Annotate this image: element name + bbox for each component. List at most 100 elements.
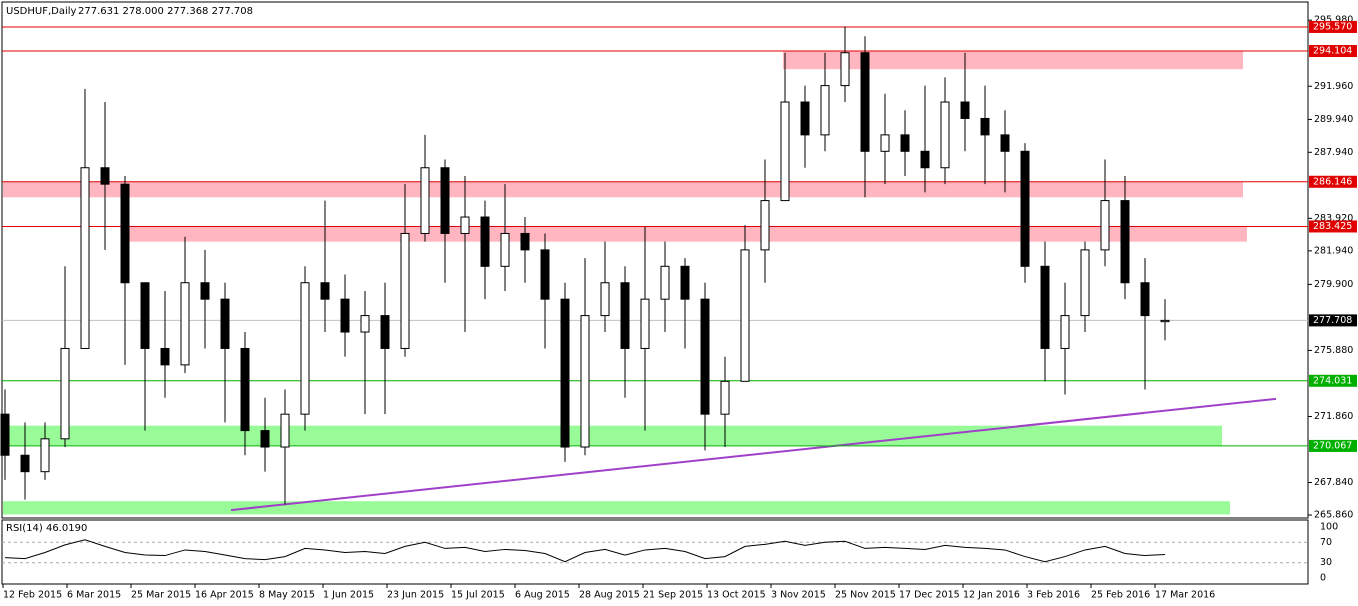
candle-body xyxy=(460,216,470,234)
candle-body xyxy=(1140,282,1150,317)
trendline xyxy=(230,397,1277,512)
level-label-box xyxy=(1309,439,1357,452)
x-tick-label: 6 Aug 2015 xyxy=(515,590,570,601)
x-tick-label: 25 Mar 2015 xyxy=(131,590,191,601)
candle-body xyxy=(1040,265,1050,349)
candle-body xyxy=(440,167,450,234)
rsi-line xyxy=(4,539,1166,563)
candle-body xyxy=(960,101,970,119)
candle-body xyxy=(300,282,310,415)
candle-body xyxy=(120,183,130,284)
candle-body xyxy=(1060,315,1070,349)
y-tick-label: 289.940 xyxy=(1314,114,1353,125)
level-label: 294.104 xyxy=(1313,46,1352,57)
candle-body xyxy=(500,232,510,267)
candle-body xyxy=(260,430,270,448)
y-tick-label: 267.840 xyxy=(1314,477,1353,488)
candle-body xyxy=(540,249,550,300)
candle-body xyxy=(480,216,490,267)
y-tick-label: 271.860 xyxy=(1314,411,1353,422)
candle-body xyxy=(1100,200,1110,251)
candle-body xyxy=(820,85,830,136)
candle-body xyxy=(780,101,790,202)
rsi-tick-label: 30 xyxy=(1320,557,1332,568)
candle-body xyxy=(40,438,50,473)
candle-body xyxy=(380,315,390,349)
candle-body xyxy=(160,347,170,366)
y-tick-label: 279.900 xyxy=(1314,279,1353,290)
level-label-box xyxy=(1309,20,1357,33)
candle-body xyxy=(200,282,210,300)
quote: 277.631 278.000 277.368 277.708 xyxy=(78,6,253,17)
candle-body xyxy=(980,117,990,136)
rsi-title: RSI(14) 46.0190 xyxy=(6,523,87,534)
candle-body xyxy=(520,232,530,251)
candle-body xyxy=(1000,134,1010,152)
zone xyxy=(783,51,1243,70)
current-label-box xyxy=(1309,314,1357,327)
candle-body xyxy=(280,413,290,448)
rsi-tick-label: 0 xyxy=(1320,573,1326,584)
zone xyxy=(3,501,1230,515)
current-label: 277.708 xyxy=(1313,315,1352,326)
zone xyxy=(3,181,1243,198)
candle-body xyxy=(740,249,750,382)
y-tick-label: 287.940 xyxy=(1314,147,1353,158)
candle-body xyxy=(400,232,410,349)
candle-body xyxy=(580,315,590,448)
x-tick-label: 25 Feb 2016 xyxy=(1091,590,1150,601)
chart-title: USDHUF,Daily xyxy=(6,6,77,17)
y-tick-label: 275.880 xyxy=(1314,345,1353,356)
candle-body xyxy=(80,167,90,349)
level-label: 270.067 xyxy=(1313,440,1352,451)
x-tick-label: 6 Mar 2015 xyxy=(67,590,121,601)
level-label: 286.146 xyxy=(1313,176,1352,187)
x-tick-label: 1 Jun 2015 xyxy=(323,590,374,601)
candle-body xyxy=(660,265,670,300)
x-tick-label: 23 Jun 2015 xyxy=(387,590,444,601)
x-tick-label: 25 Nov 2015 xyxy=(835,590,896,601)
candle-body xyxy=(60,347,70,440)
candle-body xyxy=(720,380,730,415)
rsi-panel xyxy=(1,519,1309,585)
candle-body xyxy=(320,282,330,300)
candle-body xyxy=(0,413,10,456)
x-tick-label: 3 Feb 2016 xyxy=(1027,590,1080,601)
x-tick-label: 28 Aug 2015 xyxy=(579,590,640,601)
candle-body xyxy=(140,282,150,349)
candle-body xyxy=(920,150,930,169)
x-tick-label: 13 Oct 2015 xyxy=(707,590,766,601)
level-label: 274.031 xyxy=(1313,375,1352,386)
candle-body xyxy=(700,298,710,415)
candle-body xyxy=(900,134,910,152)
candle-body xyxy=(940,101,950,169)
x-tick-label: 17 Dec 2015 xyxy=(899,590,960,601)
y-tick-label: 265.860 xyxy=(1314,510,1353,521)
x-tick-label: 16 Apr 2015 xyxy=(195,590,254,601)
candle-body xyxy=(420,167,430,234)
level-label: 295.570 xyxy=(1313,21,1352,32)
candle-body xyxy=(880,134,890,152)
candle-body xyxy=(240,347,250,432)
candle-body xyxy=(1160,319,1170,323)
x-tick-label: 21 Sep 2015 xyxy=(643,590,703,601)
candle-body xyxy=(1020,150,1030,267)
level-label-box xyxy=(1309,374,1357,387)
level-label: 283.425 xyxy=(1313,221,1352,232)
y-tick-label: 295.980 xyxy=(1314,15,1353,26)
x-tick-label: 12 Feb 2015 xyxy=(3,590,62,601)
candle-body xyxy=(340,298,350,333)
candle-body xyxy=(600,282,610,317)
candle-body xyxy=(680,265,690,300)
candle-body xyxy=(800,101,810,136)
main-panel xyxy=(1,1,1309,519)
y-tick-label: 283.920 xyxy=(1314,213,1353,224)
level-label-box xyxy=(1309,45,1357,58)
rsi-tick-label: 100 xyxy=(1320,522,1338,533)
candle-body xyxy=(1080,249,1090,317)
x-tick-label: 12 Jan 2016 xyxy=(963,590,1020,601)
candle-body xyxy=(1120,200,1130,284)
candle-body xyxy=(840,52,850,87)
x-tick-label: 15 Jul 2015 xyxy=(451,590,505,601)
